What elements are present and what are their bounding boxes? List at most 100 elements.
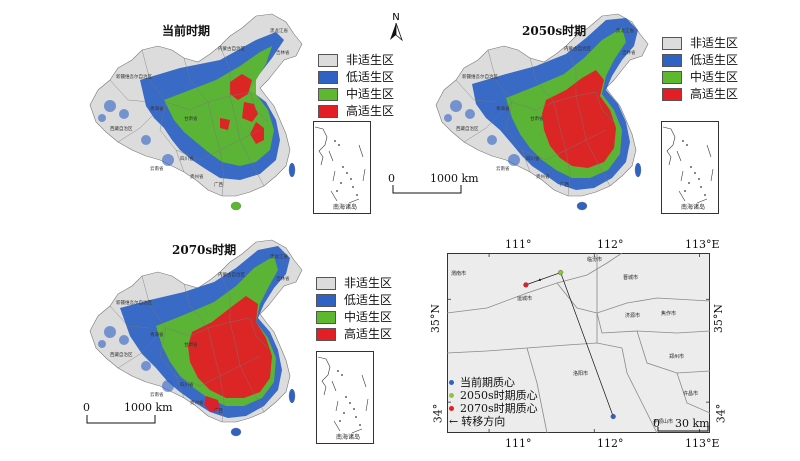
inset-label: 南海诸岛 [681,203,705,211]
province-boundary [141,49,191,111]
legend-swatch [662,88,682,101]
inset-label: 南海诸岛 [336,433,360,441]
inset-island [694,172,696,174]
legend-item: 非适生区 [318,52,394,69]
province-boundary [219,45,231,96]
province-boundary [183,283,209,329]
province-label: 内蒙古自治区 [218,271,245,278]
inset-island [684,190,686,192]
inset-island [342,166,344,168]
legend-swatch [662,54,682,67]
province-label: 四川省 [526,155,540,162]
suitability-patch [98,340,106,348]
province-boundary [219,149,225,197]
inset-island [352,186,354,188]
centroid-legend-item: 当前期质心 [449,376,538,389]
province-boundary [117,327,167,369]
suitability-patch [487,135,497,145]
city-boundary [446,342,623,354]
centroid-dot-icon [449,393,454,398]
suitability-zone [220,118,230,130]
inset-island [690,166,692,168]
legend-label: 非适生区 [690,36,739,50]
taiwan-island [288,162,296,178]
hainan-island [230,427,242,437]
suitability-patch [450,100,462,112]
inset-island [343,412,345,414]
inset-coastline [314,126,328,166]
inset-frame [316,351,374,444]
province-label: 西藏自治区 [110,351,133,358]
province-label: 吉林省 [276,275,290,282]
inset-island [350,178,352,180]
province-label: 广西 [214,181,223,188]
city-boundary [636,330,711,374]
centroid-legend: 当前期质心 2050s时期质心 2070s时期质心 ← 转移方向 [449,376,538,428]
province-boundary [535,91,597,111]
legend-swatch [318,54,338,67]
inset-coastline [662,126,676,166]
province-label: 吉林省 [622,49,636,56]
inset-island [688,182,690,184]
legend-item: 中适生区 [316,309,392,326]
province-boundary [159,327,201,387]
province-boundary [239,139,265,187]
inset-island [682,140,684,142]
province-boundary [505,101,547,161]
province-boundary [141,275,191,337]
centroid-scale-bar [657,427,709,432]
province-boundary [229,321,241,367]
scale-bar-1-end: 1000 km [430,172,479,185]
legend-item: 低适生区 [316,292,392,309]
suitability-patch [162,380,174,392]
panel-title-current: 当前时期 [162,24,211,38]
legend-swatch [318,88,338,101]
inset-boundary-dashes [676,144,714,204]
legend-swatch [316,294,336,307]
legend-item: 高适生区 [662,86,738,103]
scale-bar-2 [86,415,156,424]
scale-bar-2-start: 0 [83,401,90,414]
province-label: 黑龙江省 [270,27,288,34]
north-label: N [392,12,399,23]
centroid-map: 临汾市 晋城市 运城市 济源市 焦作市 洛阳市 平顶山市 郑州市 渭南市 许昌市 [446,252,711,434]
taiwan-island [288,388,296,404]
province-label: 西藏自治区 [456,125,479,132]
province-boundary [565,149,571,197]
centroid-legend-label: 2050s时期质心 [460,389,538,402]
inset-label: 南海诸岛 [333,203,357,211]
legend-swatch [316,277,336,290]
province-label: 青海省 [496,105,510,112]
province-label: 内蒙古自治区 [564,45,591,52]
suitability-zone [250,122,264,144]
transfer-arrow-icon [538,278,542,282]
inset-island [334,140,336,142]
province-label: 贵州省 [190,173,204,180]
province-boundary [565,45,577,96]
province-boundary [199,355,261,387]
place-label: 运城市 [517,295,532,302]
inset-frame [313,121,371,214]
inset-island [336,190,338,192]
suitability-zones [444,18,638,190]
legend-item: 高适生区 [318,103,394,120]
province-boundary [585,139,611,187]
legend-label: 高适生区 [346,104,395,118]
legend-swatch [318,71,338,84]
province-label: 贵州省 [536,173,550,180]
inset-boundary-dashes [328,144,366,204]
city-boundary [526,347,548,434]
inset-island [341,374,343,376]
province-boundary [189,91,251,111]
legend-item: 低适生区 [318,69,394,86]
province-boundary [219,375,225,423]
centroid-legend-label: 转移方向 [461,415,506,428]
province-label: 西藏自治区 [110,125,133,132]
map-panel-2070s: 新疆维吾尔自治区 西藏自治区 青海省 四川省 内蒙古自治区 甘肃省 黑龙江省 吉林省 云南省 贵州… [80,236,310,446]
legend-label: 非适生区 [344,276,393,290]
inset-island [355,416,357,418]
inset-islands [334,140,358,196]
scale-bar-1-start: 0 [388,172,395,185]
legend-label: 低适生区 [690,53,739,67]
legend-current: 非适生区 低适生区 中适生区 高适生区 [318,52,394,120]
